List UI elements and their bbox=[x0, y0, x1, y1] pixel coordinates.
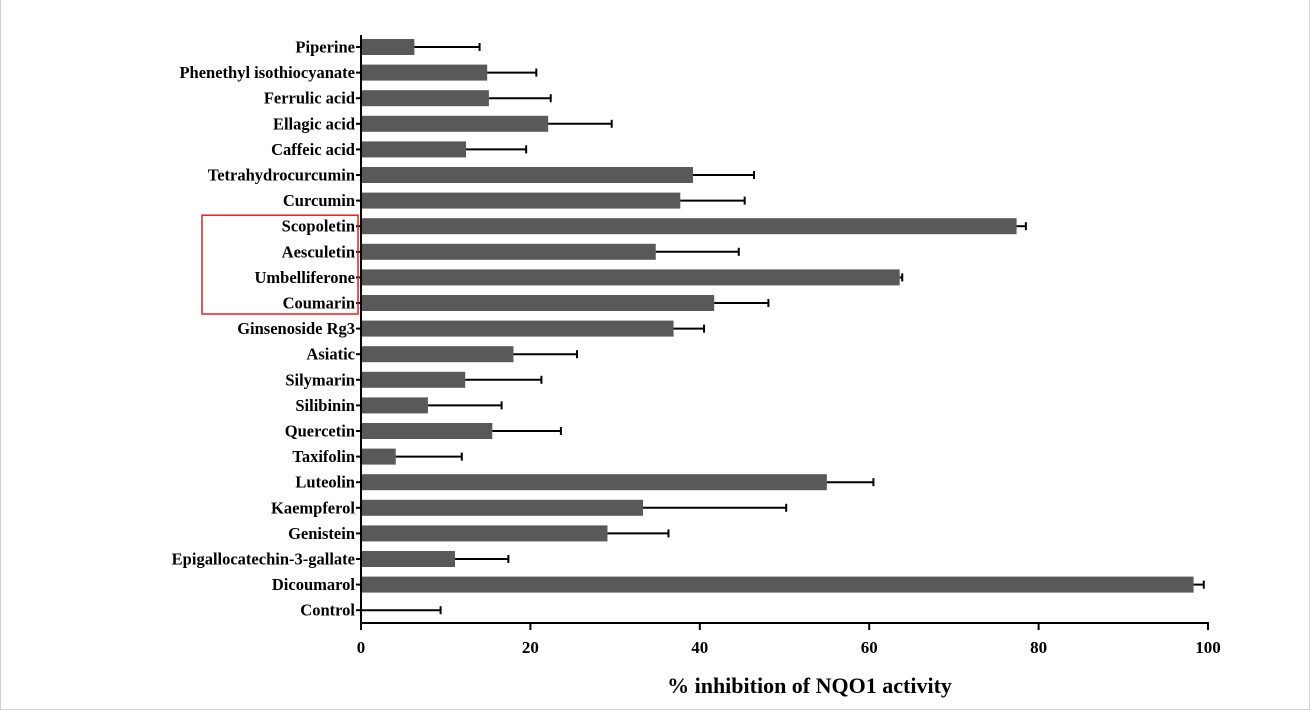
bar-phenethyl-isothiocyanate bbox=[361, 64, 488, 81]
highlight-box bbox=[201, 214, 359, 315]
y-tick-label-ellagic-acid: Ellagic acid bbox=[273, 114, 355, 133]
y-tick-label-coumarin: Coumarin bbox=[283, 294, 355, 313]
y-tick-label-quercetin: Quercetin bbox=[285, 422, 355, 441]
x-tick-label-0: 0 bbox=[357, 638, 366, 657]
bar-tetrahydrocurcumin bbox=[361, 167, 694, 183]
y-tick-label-phenethyl-isothiocyanate: Phenethyl isothiocyanate bbox=[179, 63, 355, 82]
bars-layer bbox=[361, 39, 1194, 593]
x-ticks: 0 20 40 60 80 100 bbox=[357, 623, 1221, 657]
y-tick-label-taxifolin: Taxifolin bbox=[292, 447, 355, 466]
y-tick-label-dicoumarol: Dicoumarol bbox=[272, 575, 356, 594]
y-tick-label-silibinin: Silibinin bbox=[295, 396, 355, 415]
y-tick-label-silymarin: Silymarin bbox=[285, 370, 355, 389]
y-tick-label-ferrulic-acid: Ferrulic acid bbox=[264, 89, 355, 108]
bar-scopoletin bbox=[361, 218, 1017, 235]
y-tick-label-epigallocatechin-3-gallate: Epigallocatechin-3-gallate bbox=[172, 550, 355, 569]
bar-quercetin bbox=[361, 423, 493, 439]
x-axis-title: % inhibition of NQO1 activity bbox=[667, 673, 952, 698]
x-tick-label-60: 60 bbox=[861, 638, 878, 657]
y-tick-label-genistein: Genistein bbox=[288, 524, 355, 543]
y-tick-label-curcumin: Curcumin bbox=[283, 191, 355, 210]
x-tick-label-20: 20 bbox=[522, 638, 539, 657]
y-tick-label-caffeic-acid: Caffeic acid bbox=[271, 140, 355, 159]
y-tick-label-tetrahydrocurcumin: Tetrahydrocurcumin bbox=[208, 166, 355, 185]
bar-ginsenoside-rg3 bbox=[361, 320, 674, 337]
bar-piperine bbox=[361, 39, 415, 55]
y-tick-label-asiatic: Asiatic bbox=[306, 345, 355, 364]
bar-umbelliferone bbox=[361, 269, 900, 286]
y-tick-label-umbelliferone: Umbelliferone bbox=[254, 268, 355, 287]
bar-taxifolin bbox=[361, 448, 396, 465]
x-tick-label-100: 100 bbox=[1195, 638, 1221, 657]
y-tick-label-kaempferol: Kaempferol bbox=[271, 498, 355, 517]
bar-kaempferol bbox=[361, 499, 644, 516]
x-tick-label-80: 80 bbox=[1030, 638, 1047, 657]
bar-asiatic bbox=[361, 346, 514, 363]
y-tick-label-aesculetin: Aesculetin bbox=[282, 242, 355, 261]
error-bars-layer bbox=[361, 43, 1205, 615]
bar-genistein bbox=[361, 525, 608, 542]
bar-caffeic-acid bbox=[361, 141, 467, 158]
bar-epigallocatechin-3-gallate bbox=[361, 551, 456, 567]
bar-curcumin bbox=[361, 192, 681, 209]
y-tick-label-piperine: Piperine bbox=[295, 38, 355, 57]
x-tick-label-40: 40 bbox=[691, 638, 708, 657]
bar-silymarin bbox=[361, 371, 466, 388]
y-tick-label-control: Control bbox=[300, 601, 355, 620]
y-tick-labels: Piperine Phenethyl isothiocyanate Ferrulic… bbox=[172, 38, 361, 620]
bar-silibinin bbox=[361, 397, 428, 414]
bar-ellagic-acid bbox=[361, 115, 549, 132]
bar-dicoumarol bbox=[361, 576, 1194, 593]
y-tick-label-ginsenoside-rg3: Ginsenoside Rg3 bbox=[237, 319, 355, 338]
bar-coumarin bbox=[361, 295, 715, 311]
y-tick-label-luteolin: Luteolin bbox=[295, 473, 355, 492]
bar-aesculetin bbox=[361, 243, 656, 260]
bar-ferrulic-acid bbox=[361, 90, 489, 107]
bar-luteolin bbox=[361, 474, 827, 491]
y-tick-label-scopoletin: Scopoletin bbox=[282, 217, 355, 236]
